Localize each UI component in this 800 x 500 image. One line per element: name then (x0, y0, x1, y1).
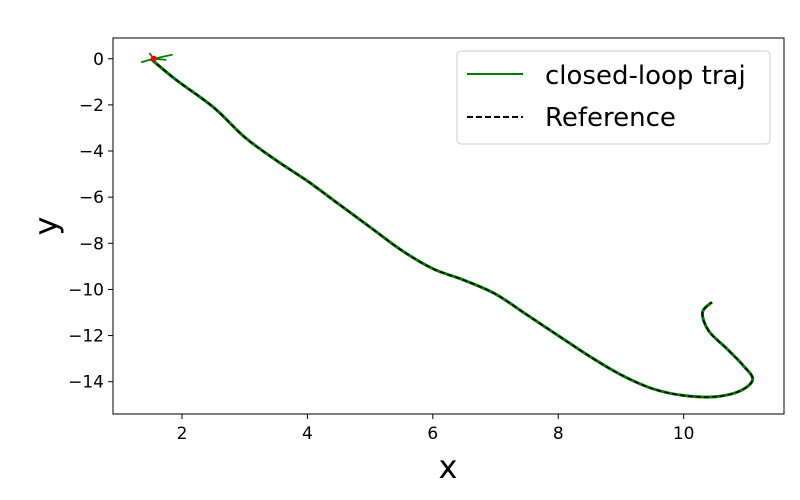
y-tick-label: −14 (68, 373, 104, 393)
x-axis-label: x (439, 448, 458, 486)
y-tick-label: −8 (79, 234, 104, 254)
y-tick-label: −4 (79, 142, 104, 162)
x-tick-label: 4 (302, 424, 313, 444)
x-tick-label: 8 (553, 424, 564, 444)
x-tick-label: 2 (177, 424, 188, 444)
legend-label-closed-loop: closed-loop traj (545, 61, 746, 91)
axis-ticks: 2 4 6 8 10 0 −2 −4 −6 −8 −10 −12 −14 (68, 50, 694, 444)
x-tick-label: 6 (427, 424, 438, 444)
y-tick-label: 0 (93, 50, 104, 70)
start-point-marker (150, 55, 157, 62)
legend-box (456, 50, 771, 145)
series-lines (140, 52, 755, 399)
plot-frame (112, 37, 785, 415)
x-tick-label: 10 (673, 424, 695, 444)
y-tick-label: −10 (68, 280, 104, 300)
y-tick-label: −12 (68, 327, 104, 347)
series-line-reference (150, 58, 754, 398)
legend: closed-loop traj Reference (456, 50, 771, 145)
y-tick-label: −2 (79, 96, 104, 116)
legend-label-reference: Reference (545, 103, 676, 133)
y-axis-label: y (27, 217, 65, 236)
y-tick-label: −6 (79, 188, 104, 208)
